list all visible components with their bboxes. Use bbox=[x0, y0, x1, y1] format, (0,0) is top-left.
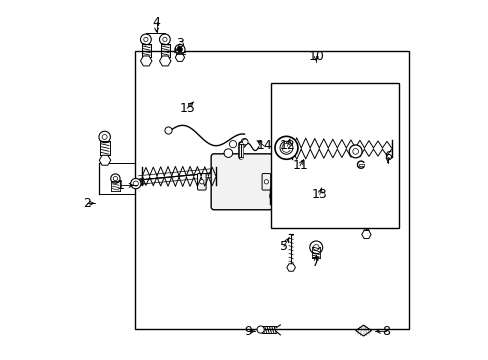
Circle shape bbox=[274, 136, 297, 159]
Text: 14: 14 bbox=[256, 139, 271, 152]
Circle shape bbox=[309, 241, 322, 254]
Circle shape bbox=[313, 244, 319, 250]
Circle shape bbox=[143, 37, 148, 41]
FancyBboxPatch shape bbox=[211, 154, 272, 210]
Circle shape bbox=[159, 34, 170, 45]
Circle shape bbox=[389, 159, 396, 166]
Circle shape bbox=[264, 180, 268, 184]
Text: 11: 11 bbox=[292, 159, 307, 172]
Circle shape bbox=[229, 140, 236, 148]
Circle shape bbox=[242, 139, 247, 145]
Text: 1: 1 bbox=[117, 179, 124, 192]
Circle shape bbox=[388, 149, 397, 157]
Circle shape bbox=[362, 209, 368, 216]
Circle shape bbox=[99, 131, 110, 143]
Circle shape bbox=[280, 141, 292, 154]
Circle shape bbox=[175, 44, 184, 54]
Circle shape bbox=[257, 326, 264, 333]
Circle shape bbox=[178, 47, 182, 51]
Circle shape bbox=[359, 206, 371, 219]
Text: 3: 3 bbox=[176, 37, 183, 50]
Text: 2: 2 bbox=[83, 197, 91, 210]
Text: 9: 9 bbox=[244, 325, 251, 338]
Circle shape bbox=[352, 149, 358, 154]
Circle shape bbox=[102, 134, 107, 139]
FancyBboxPatch shape bbox=[197, 174, 206, 190]
Bar bbox=[358, 163, 363, 166]
Text: 13: 13 bbox=[311, 188, 327, 201]
Circle shape bbox=[199, 180, 203, 184]
Text: 12: 12 bbox=[279, 139, 295, 152]
Text: 6: 6 bbox=[383, 150, 391, 163]
Text: 4: 4 bbox=[152, 16, 160, 29]
Circle shape bbox=[140, 34, 151, 45]
Circle shape bbox=[391, 151, 395, 155]
Text: 8: 8 bbox=[381, 325, 389, 338]
Text: 15: 15 bbox=[179, 102, 195, 115]
Bar bbox=[135, 51, 408, 329]
Text: 7: 7 bbox=[311, 256, 320, 269]
Circle shape bbox=[130, 179, 141, 189]
Circle shape bbox=[348, 145, 362, 158]
Text: 5: 5 bbox=[279, 240, 287, 253]
Circle shape bbox=[133, 181, 138, 186]
Text: 10: 10 bbox=[307, 50, 324, 63]
Circle shape bbox=[164, 127, 172, 134]
Circle shape bbox=[163, 37, 167, 41]
Circle shape bbox=[241, 138, 247, 145]
FancyBboxPatch shape bbox=[262, 174, 270, 190]
Bar bbox=[271, 83, 398, 228]
Circle shape bbox=[113, 176, 117, 181]
Circle shape bbox=[224, 149, 232, 157]
Circle shape bbox=[110, 174, 120, 183]
